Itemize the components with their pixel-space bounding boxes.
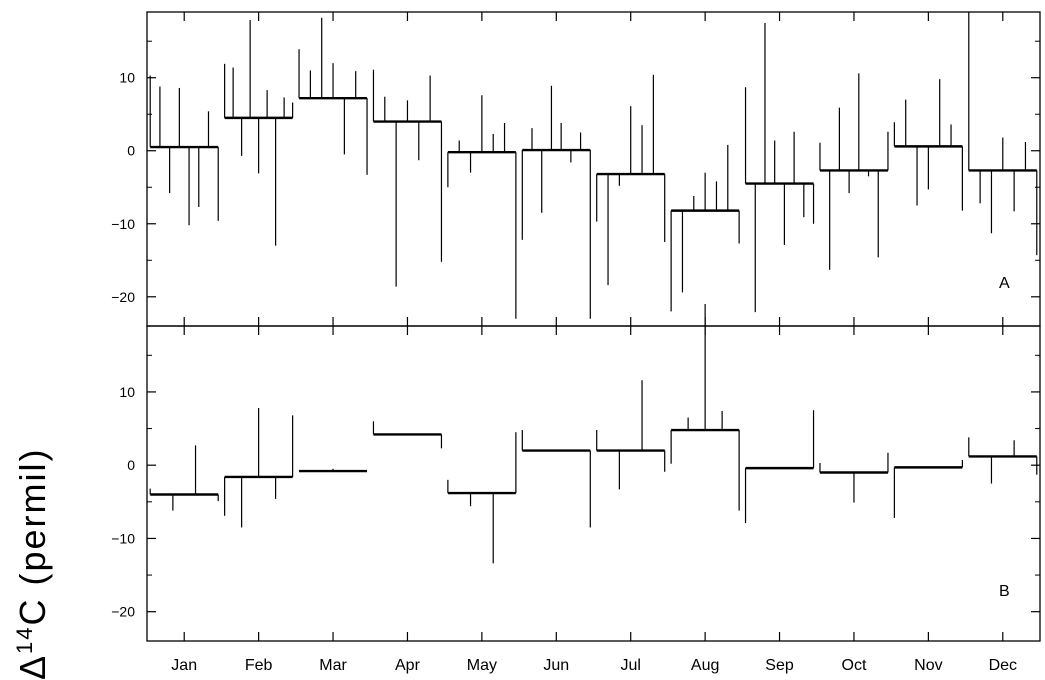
panel-frame xyxy=(146,11,1041,327)
y-axis-label-delta: Δ xyxy=(12,653,53,680)
panel-frame xyxy=(146,325,1041,642)
y-tick-label: −20 xyxy=(111,289,135,305)
y-axis-label-superscript: 14 xyxy=(12,625,37,654)
x-tick-label: Aug xyxy=(691,657,719,674)
x-tick-label: Mar xyxy=(319,657,347,674)
x-tick-label: Nov xyxy=(914,657,942,674)
y-axis-label: Δ14C (permil) xyxy=(12,260,72,680)
y-tick-label: 10 xyxy=(119,384,135,400)
y-axis-label-text: C (permil) xyxy=(12,447,53,626)
panel-label: B xyxy=(999,583,1010,600)
y-tick-label: 0 xyxy=(127,457,135,473)
x-tick-label: Jul xyxy=(620,657,640,674)
y-tick-label: −10 xyxy=(111,530,135,546)
panel-label: A xyxy=(999,275,1010,292)
x-tick-label: Sep xyxy=(765,657,794,674)
x-axis-labels: Jan Feb Mar Apr May Jun Jul Aug Sep Oct Nov Dec xyxy=(171,657,1017,674)
x-tick-label: Jun xyxy=(543,657,569,674)
panel-b: −20 −10 0 10 B xyxy=(111,304,1041,642)
panel-a: −20 −10 0 10 A xyxy=(111,11,1041,327)
x-tick-label: Jan xyxy=(171,657,197,674)
x-tick-label: May xyxy=(467,657,497,674)
y-tick-label: −10 xyxy=(111,216,135,232)
y-tick-label: −20 xyxy=(111,604,135,620)
x-tick-label: Feb xyxy=(245,657,273,674)
x-tick-label: Apr xyxy=(395,657,421,674)
x-tick-label: Dec xyxy=(989,657,1017,674)
x-tick-label: Oct xyxy=(842,657,867,674)
y-tick-label: 0 xyxy=(127,143,135,159)
chart-panels: −20 −10 0 10 A −20 −10 0 10 B Jan Feb Mar Apr May Jun Ju… xyxy=(111,11,1041,674)
y-tick-label: 10 xyxy=(119,70,135,86)
